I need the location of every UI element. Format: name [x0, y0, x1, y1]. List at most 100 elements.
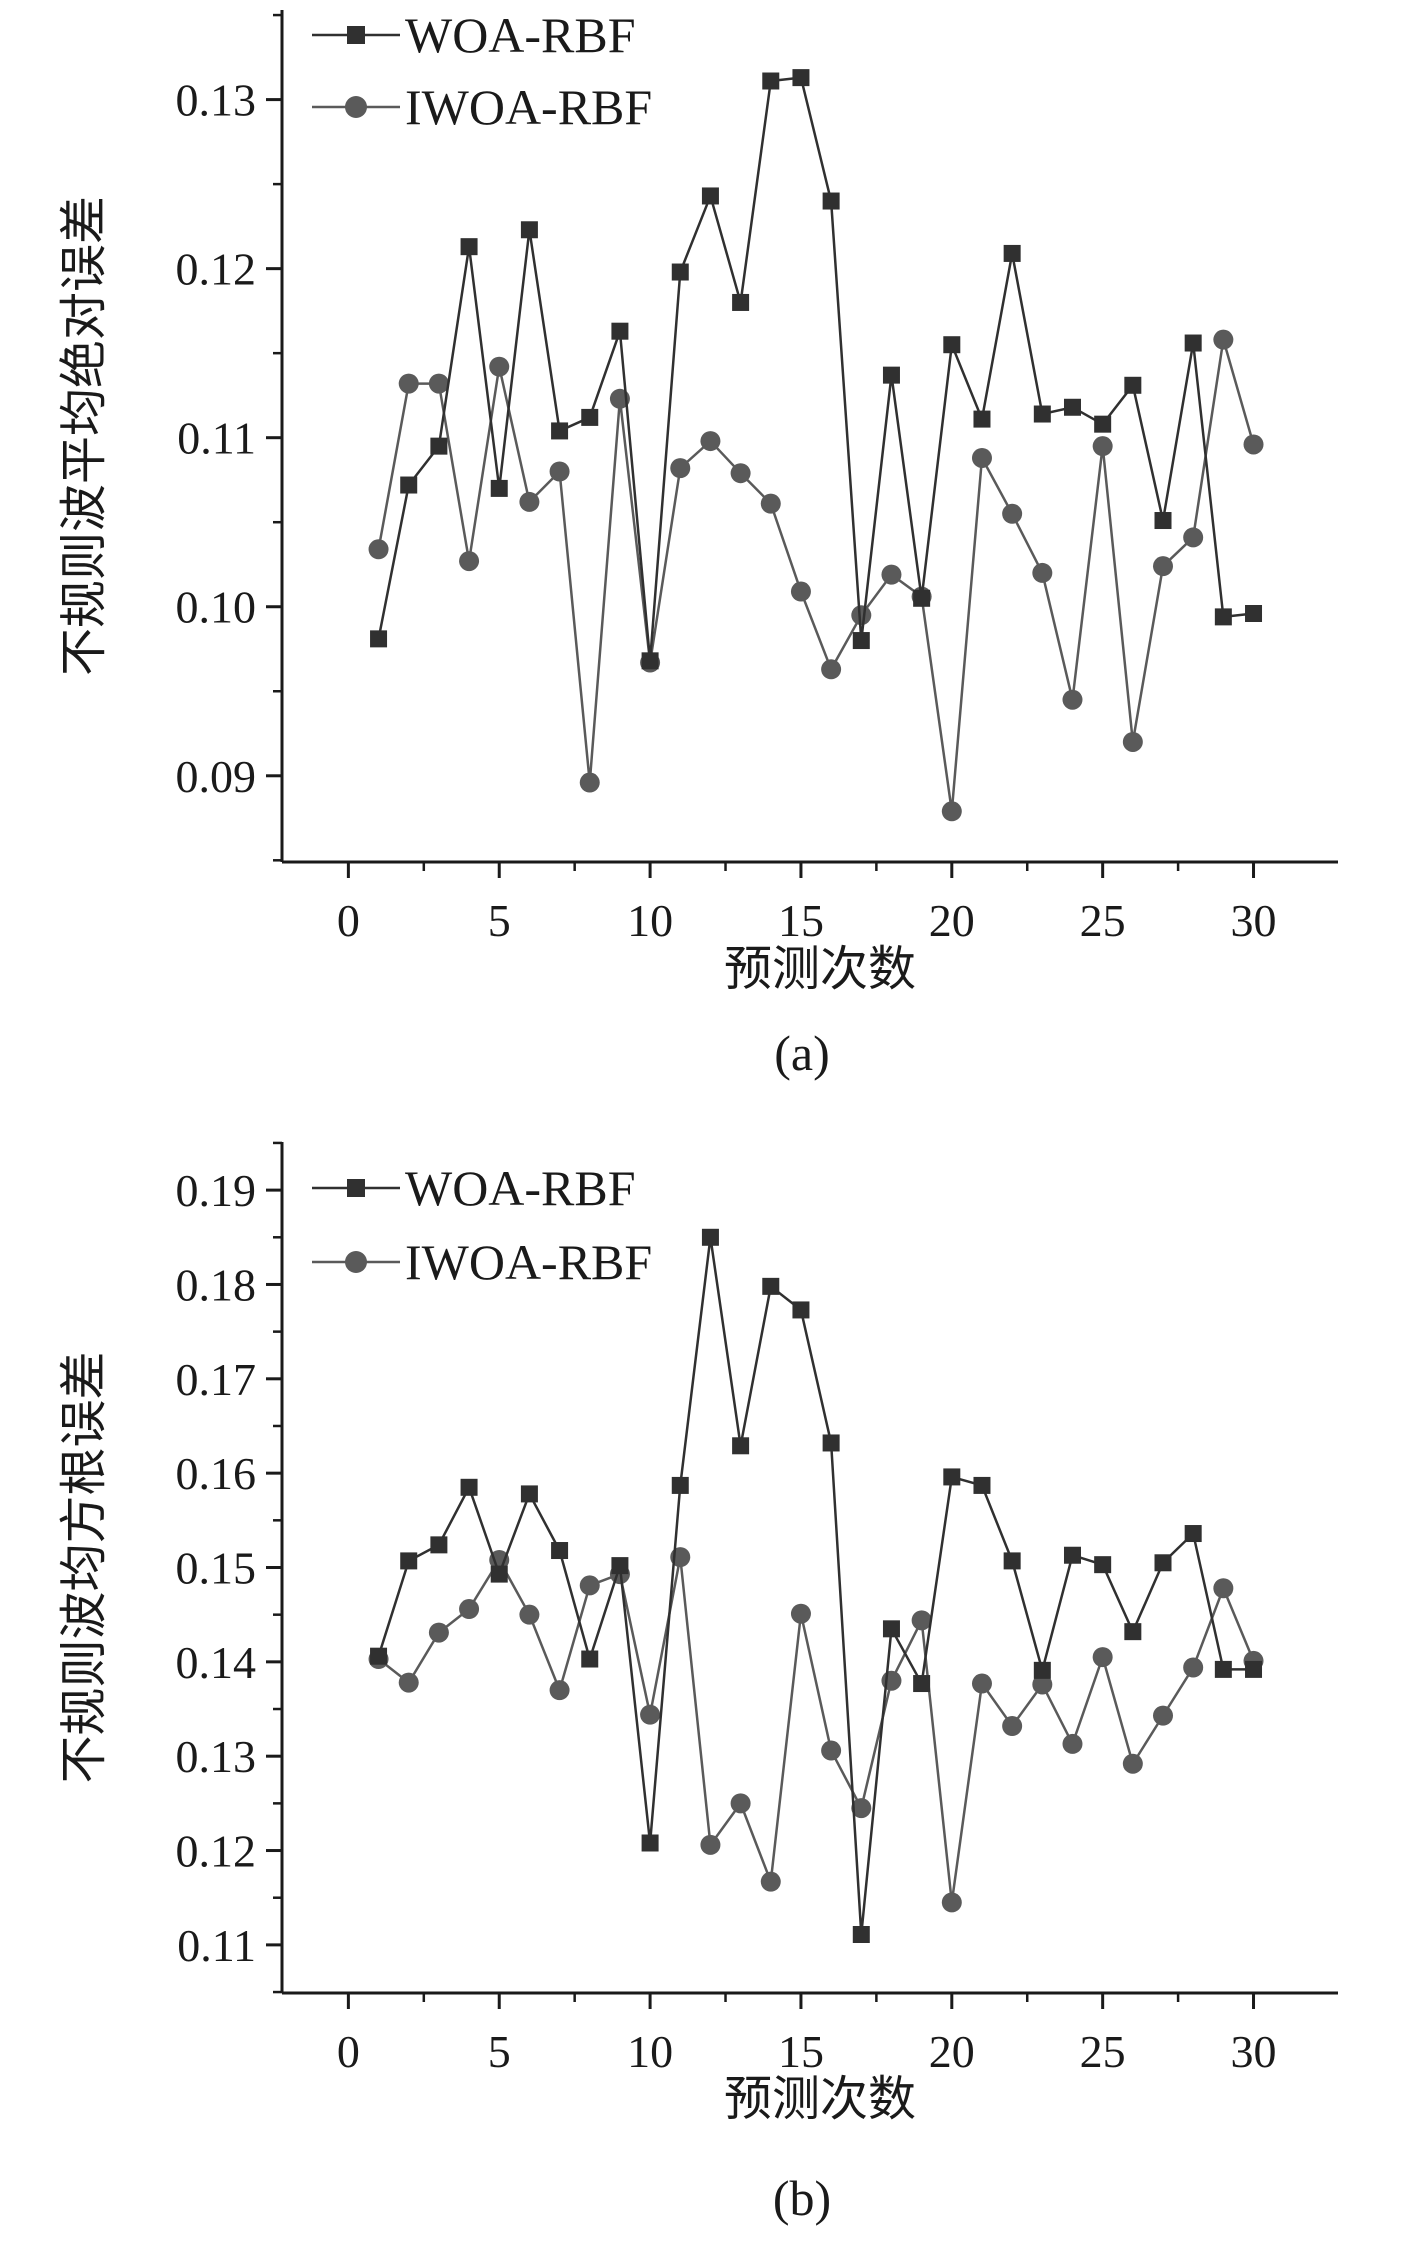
data-point-woa-rbf: [581, 408, 599, 426]
data-point-woa-rbf: [1214, 1660, 1232, 1678]
panel-caption: (b): [773, 2170, 831, 2226]
data-point-iwoa-rbf: [821, 1740, 842, 1761]
data-point-iwoa-rbf: [459, 1599, 480, 1620]
data-point-iwoa-rbf: [1213, 329, 1234, 350]
data-point-woa-rbf: [913, 1675, 931, 1693]
x-tick-label: 10: [627, 2026, 673, 2077]
data-point-woa-rbf: [1184, 334, 1202, 352]
x-tick-label: 25: [1080, 2026, 1126, 2077]
data-point-iwoa-rbf: [549, 461, 570, 482]
data-point-iwoa-rbf: [700, 431, 721, 452]
data-point-iwoa-rbf: [971, 1673, 992, 1694]
data-point-woa-rbf: [1094, 415, 1112, 433]
y-tick-label: 0.14: [176, 1637, 257, 1688]
data-point-woa-rbf: [460, 238, 478, 256]
panel-caption: (a): [774, 1025, 830, 1081]
data-point-woa-rbf: [1033, 405, 1051, 423]
data-point-woa-rbf: [551, 422, 569, 440]
data-point-woa-rbf: [882, 366, 900, 384]
data-point-woa-rbf: [460, 1478, 478, 1496]
legend-label-woa-rbf: WOA-RBF: [405, 7, 636, 63]
data-point-woa-rbf: [822, 192, 840, 210]
data-point-woa-rbf: [611, 322, 629, 340]
data-point-iwoa-rbf: [700, 1834, 721, 1855]
data-point-iwoa-rbf: [549, 1680, 570, 1701]
data-point-woa-rbf: [611, 1557, 629, 1575]
data-point-iwoa-rbf: [519, 491, 540, 512]
data-point-woa-rbf: [1063, 1546, 1081, 1564]
series-line-iwoa-rbf: [377, 339, 1255, 812]
data-point-woa-rbf: [973, 410, 991, 428]
x-tick-label: 30: [1231, 2026, 1277, 2077]
data-point-iwoa-rbf: [1032, 562, 1053, 583]
legend-label-iwoa-rbf: IWOA-RBF: [405, 1234, 652, 1290]
data-point-woa-rbf: [370, 630, 388, 648]
x-tick-label: 20: [929, 2026, 975, 2077]
series-line-woa-rbf: [377, 76, 1254, 661]
legend-marker-woa-rbf: [347, 26, 365, 44]
data-point-iwoa-rbf: [1122, 731, 1143, 752]
x-tick-label: 15: [778, 895, 824, 946]
x-axis-label: 预测次数: [724, 943, 916, 996]
series-line-woa-rbf: [377, 1237, 1254, 1935]
data-point-woa-rbf: [520, 1485, 538, 1503]
data-point-woa-rbf: [430, 437, 448, 455]
data-point-iwoa-rbf: [1213, 1578, 1234, 1599]
data-point-woa-rbf: [430, 1536, 448, 1554]
data-point-woa-rbf: [1245, 605, 1263, 622]
legend-label-woa-rbf: WOA-RBF: [405, 1160, 636, 1216]
x-tick-label: 25: [1080, 895, 1126, 946]
y-axis-label: 不规则波平均绝对误差: [58, 196, 111, 676]
y-tick-label: 0.15: [176, 1543, 257, 1594]
data-point-iwoa-rbf: [790, 581, 811, 602]
data-point-iwoa-rbf: [640, 1704, 661, 1725]
y-tick-label: 0.13: [176, 75, 257, 126]
legend-label-iwoa-rbf: IWOA-RBF: [405, 79, 652, 135]
data-point-iwoa-rbf: [519, 1604, 540, 1625]
data-point-woa-rbf: [943, 1468, 961, 1486]
data-point-iwoa-rbf: [941, 1892, 962, 1913]
data-point-woa-rbf: [1245, 1660, 1263, 1678]
data-point-iwoa-rbf: [821, 659, 842, 680]
data-point-woa-rbf: [1154, 512, 1172, 530]
data-point-iwoa-rbf: [760, 1871, 781, 1892]
chart-panel-b: 0 5 10 15 20 25 30 0.11 0.12 0.13 0.14 0.15 0.16 0.17…: [58, 1141, 1338, 2226]
data-point-woa-rbf: [641, 652, 659, 670]
legend-marker-iwoa-rbf: [345, 1251, 367, 1273]
data-point-iwoa-rbf: [911, 1610, 932, 1631]
data-point-iwoa-rbf: [730, 463, 751, 484]
data-point-woa-rbf: [913, 589, 931, 607]
data-point-woa-rbf: [581, 1650, 599, 1668]
data-point-iwoa-rbf: [1153, 1705, 1174, 1726]
y-tick-label: 0.11: [177, 1920, 256, 1971]
data-point-iwoa-rbf: [1153, 556, 1174, 577]
x-tick-label: 30: [1231, 895, 1277, 946]
data-point-iwoa-rbf: [971, 447, 992, 468]
y-tick-label: 0.11: [177, 413, 256, 464]
data-point-woa-rbf: [671, 1476, 689, 1494]
data-point-iwoa-rbf: [1122, 1753, 1143, 1774]
data-point-woa-rbf: [762, 1277, 780, 1295]
data-point-woa-rbf: [400, 476, 418, 494]
data-point-woa-rbf: [1003, 1552, 1021, 1570]
data-point-woa-rbf: [490, 1565, 508, 1583]
data-point-iwoa-rbf: [1062, 689, 1083, 710]
x-axis-label: 预测次数: [724, 2073, 916, 2126]
data-point-iwoa-rbf: [1002, 1716, 1023, 1737]
data-point-iwoa-rbf: [881, 564, 902, 585]
data-point-woa-rbf: [1214, 608, 1232, 626]
data-point-woa-rbf: [973, 1476, 991, 1494]
x-tick-label: 5: [488, 2026, 511, 2077]
data-point-woa-rbf: [852, 1926, 870, 1944]
data-point-iwoa-rbf: [1092, 436, 1113, 457]
y-tick-label: 0.10: [176, 582, 257, 633]
series-line-iwoa-rbf: [377, 1556, 1255, 1903]
data-point-woa-rbf: [852, 632, 870, 650]
data-point-iwoa-rbf: [398, 1672, 419, 1693]
x-tick-label: 0: [337, 895, 360, 946]
data-point-woa-rbf: [1003, 244, 1021, 262]
y-tick-label: 0.12: [176, 1826, 257, 1877]
data-point-iwoa-rbf: [489, 356, 510, 377]
